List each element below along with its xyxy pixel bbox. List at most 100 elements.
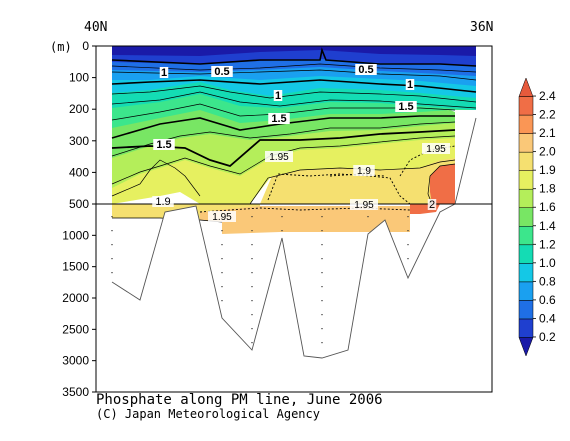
- contour-label: 1.9: [357, 166, 371, 177]
- sample-dot: [407, 258, 409, 260]
- y-tick-label: 1000: [62, 228, 89, 242]
- contour-label: 1: [161, 67, 167, 79]
- sample-dot: [221, 230, 223, 232]
- sample-dot: [251, 286, 253, 288]
- contour-label-bg: [265, 151, 293, 162]
- contour-1.7: [111, 135, 456, 185]
- sample-dot: [111, 216, 113, 218]
- lower-band-b: [200, 206, 410, 234]
- contour-1.1: [111, 85, 477, 103]
- sample-dot: [251, 314, 253, 316]
- colorbar-tick-label: 0.8: [539, 274, 556, 288]
- sample-dot: [111, 272, 113, 274]
- sample-dot: [321, 216, 323, 218]
- contour-0.6: [111, 63, 477, 73]
- y-tick-label: 1500: [62, 260, 89, 274]
- colorbar-segment: [518, 318, 534, 338]
- contour-label: 1.95: [212, 212, 232, 223]
- colorbar-tick-label: 1.6: [539, 200, 556, 214]
- contour-label-bg: [353, 165, 375, 176]
- colorbar-segment: [518, 188, 534, 208]
- band-9: [112, 138, 455, 204]
- contour-0.5: [111, 47, 477, 67]
- contour-label: 1: [407, 79, 413, 91]
- bottom-topography: [111, 117, 477, 392]
- contour-label: 0.5: [358, 64, 373, 76]
- sample-dot: [221, 286, 223, 288]
- chart-title: Phosphate along PM line, June 2006: [96, 392, 383, 408]
- sample-dot: [111, 230, 113, 232]
- contour-label: 0.5: [214, 66, 229, 78]
- colorbar-segment: [518, 337, 534, 357]
- band-8: [112, 123, 455, 190]
- sample-dot: [321, 314, 323, 316]
- colorbar-segment: [518, 96, 534, 116]
- colorbar-segment: [518, 151, 534, 171]
- contour-label: 1.5: [398, 101, 413, 113]
- sample-dot: [251, 300, 253, 302]
- contour-label-bg: [268, 113, 290, 124]
- contour-1.8: [111, 159, 201, 197]
- sample-dot: [221, 300, 223, 302]
- sample-dot: [407, 230, 409, 232]
- seafloor-outline: [111, 117, 477, 359]
- sample-dot: [321, 258, 323, 260]
- sample-dot: [407, 244, 409, 246]
- y-tick-label: 2500: [62, 322, 89, 336]
- contour-label: 1.95: [426, 144, 446, 155]
- sample-dot: [321, 230, 323, 232]
- sample-dot: [321, 328, 323, 330]
- station-sample-dots: [111, 216, 409, 344]
- upper-colour-field: [112, 46, 476, 204]
- contour-label: 1.5: [156, 139, 171, 151]
- sample-dot: [111, 244, 113, 246]
- sample-dot: [321, 272, 323, 274]
- colorbar: 2.4 2.2 2.1 2.0 1.9 1.8 1.6 1.4 1.2 1.0 0.8 0.6 0.4 0…: [518, 77, 556, 357]
- frame-box: [95, 45, 493, 393]
- sample-dot: [407, 216, 409, 218]
- sample-dot: [321, 244, 323, 246]
- y-tick-label: 0: [82, 39, 89, 53]
- contour-label-bg: [211, 66, 233, 77]
- colorbar-segment: [518, 114, 534, 134]
- colorbar-segment: [518, 226, 534, 246]
- band-11: [430, 164, 455, 204]
- colorbar-segment: [518, 244, 534, 264]
- colorbar-tick-label: 0.4: [539, 311, 556, 325]
- sample-dot: [251, 328, 253, 330]
- seafloor-mask: [112, 118, 476, 392]
- x-right-label: 36N: [470, 20, 493, 35]
- contour-label: 1: [275, 90, 281, 102]
- contour-0.8: [111, 69, 477, 81]
- sample-dot: [321, 286, 323, 288]
- sample-dot: [221, 244, 223, 246]
- colorbar-tick-label: 1.8: [539, 182, 556, 196]
- colorbar-tick-label: 1.2: [539, 237, 556, 251]
- contour-label-bg: [208, 211, 236, 222]
- sample-dot: [221, 258, 223, 260]
- contour-label: 1.9: [155, 196, 170, 208]
- sample-dot: [251, 216, 253, 218]
- sample-dot: [321, 300, 323, 302]
- contour-label: 2: [429, 199, 435, 211]
- colorbar-tick-label: 2.0: [539, 145, 556, 159]
- band-4: [112, 76, 476, 100]
- colorbar-tick-label: 2.2: [539, 108, 556, 122]
- colorbar-tick-label: 1.9: [539, 163, 556, 177]
- contour-label-bg: [405, 79, 415, 90]
- contour-label-bg: [159, 67, 169, 78]
- contour-label-bg: [422, 143, 450, 154]
- contour-label: 1.95: [354, 200, 374, 211]
- sample-dot: [221, 272, 223, 274]
- sample-dot: [251, 230, 253, 232]
- y-tick-label: 3500: [62, 385, 89, 399]
- sample-dot: [367, 216, 369, 218]
- contour-labels: 0.5 0.5 1 1 1 1.5 1.5 1.5 1.95 1.9 1.95 1.95 1.95 2 1.…: [152, 64, 450, 223]
- colorbar-tick-label: 0.6: [539, 293, 556, 307]
- contour-label-bg: [427, 199, 437, 210]
- contour-label-bg: [153, 139, 175, 150]
- contour-label-bg: [273, 90, 283, 101]
- sample-dot: [281, 216, 283, 218]
- y-tick-label: 2000: [62, 291, 89, 305]
